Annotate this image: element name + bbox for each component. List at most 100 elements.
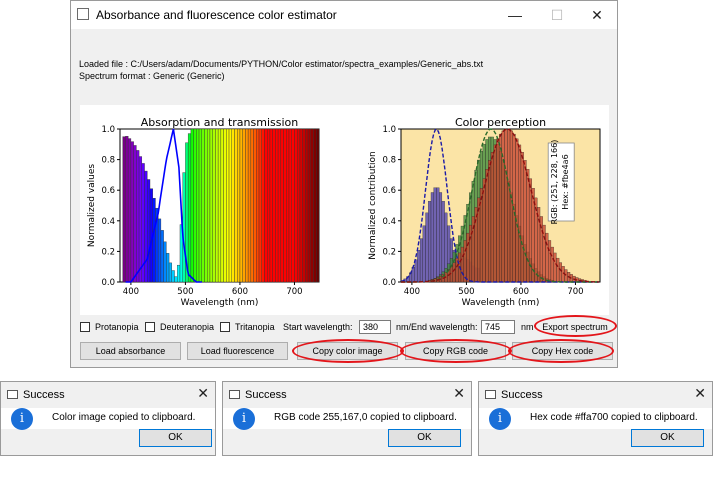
annotation-rgb-text: RGB: (251, 228, 166) [550, 140, 559, 225]
copy-hex-code-button[interactable]: Copy Hex code [512, 342, 613, 360]
copy-rgb-code-button[interactable]: Copy RGB code [405, 342, 506, 360]
figure-canvas: 0.0 0.2 0.4 0.6 0.8 1.0 400 500 600 700 Wavelength… [80, 105, 609, 315]
x-tick-label-0: 600 [232, 287, 248, 297]
y-tick-label-1: 0.4 [382, 217, 396, 227]
transmission-bar [250, 128, 254, 283]
chart-title-0: Absorption and transmission [141, 116, 299, 129]
perception-bar-0 [428, 201, 432, 283]
start-wavelength-label: Start wavelength: [283, 322, 353, 332]
start-wavelength-input[interactable]: 380 [359, 320, 391, 334]
transmission-bar [228, 128, 232, 283]
transmission-bar [125, 136, 129, 283]
perception-bar-0 [433, 187, 437, 283]
dialog-title: Success [23, 389, 65, 401]
perception-bar-2 [550, 246, 554, 283]
transmission-bar [166, 253, 170, 283]
x-tick-label-0: 500 [177, 287, 193, 297]
window-title: Absorbance and fluorescence color estima… [96, 8, 337, 22]
dialog-body: i RGB code 255,167,0 copied to clipboard… [223, 408, 471, 430]
close-button[interactable]: ✕ [591, 7, 603, 23]
spectra-figure: 0.0 0.2 0.4 0.6 0.8 1.0 400 500 600 700 Wavelength… [87, 116, 601, 308]
transmission-bar [127, 138, 132, 283]
copy-color-image-button[interactable]: Copy color image [297, 342, 398, 360]
dialog-ok-button[interactable]: OK [631, 429, 704, 447]
minimize-button[interactable]: — [508, 7, 522, 23]
transmission-bar [171, 270, 175, 283]
transmission-bar [160, 230, 164, 283]
y-tick-label-0: 0.0 [101, 278, 115, 288]
x-tick-label-1: 600 [513, 287, 529, 297]
perception-bar-2 [498, 133, 503, 283]
transmission-bar [201, 128, 205, 283]
perception-bar-2 [518, 144, 522, 283]
transmission-bar [190, 128, 194, 283]
perception-bar-2 [564, 269, 568, 283]
protanopia-label: Protanopia [95, 322, 139, 332]
perception-bar-2 [509, 130, 513, 283]
perception-bar-0 [411, 267, 415, 283]
perception-bar-2 [452, 262, 456, 283]
y-tick-label-1: 1.0 [382, 125, 396, 135]
dialog-ok-button[interactable]: OK [388, 429, 461, 447]
perception-bar-2 [523, 160, 527, 283]
transmission-bar [277, 128, 282, 283]
dialog-app-icon [229, 390, 240, 399]
transmission-bar [302, 128, 306, 283]
perception-bar-2 [515, 138, 519, 283]
maximize-button[interactable]: ☐ [550, 7, 564, 23]
deuteranopia-checkbox[interactable] [145, 322, 155, 332]
transmission-bar [261, 128, 265, 283]
dialog-close-button[interactable]: ✕ [197, 385, 209, 401]
x-tick-label-1: 700 [567, 287, 583, 297]
perception-bar-2 [460, 246, 464, 283]
success-dialog-rgb: Success ✕ i RGB code 255,167,0 copied to… [222, 381, 472, 456]
transmission-bar [247, 128, 252, 283]
perception-curve-2 [401, 128, 599, 283]
transmission-bar [136, 150, 140, 283]
perception-bar-2 [493, 144, 497, 283]
perception-bar-2 [490, 152, 494, 283]
dialog-close-button[interactable]: ✕ [453, 385, 465, 401]
dialog-body: i Color image copied to clipboard. [1, 408, 215, 430]
dialog-ok-button[interactable]: OK [139, 429, 212, 447]
transmission-bar [264, 128, 268, 283]
end-wavelength-label: nm/End wavelength: [396, 322, 478, 332]
x-axis-label-0: Wavelength (nm) [181, 298, 259, 308]
y-tick-label-1: 0.8 [382, 156, 396, 166]
y-tick-label-1: 0.0 [382, 278, 396, 288]
transmission-bar [168, 262, 172, 283]
perception-bar-2 [520, 152, 524, 283]
transmission-bar [283, 128, 287, 283]
success-dialog-image: Success ✕ i Color image copied to clipbo… [0, 381, 216, 456]
spectrum-format-label: Spectrum format : Generic (Generic) [79, 71, 225, 81]
y-tick-label-0: 0.8 [101, 156, 115, 166]
perception-bar-2 [485, 169, 489, 283]
dialog-app-icon [485, 390, 496, 399]
transmission-bar [253, 128, 257, 283]
tritanopia-checkbox[interactable] [220, 322, 230, 332]
transmission-bar [196, 128, 200, 283]
transmission-bar [138, 156, 143, 283]
transmission-bar [234, 128, 238, 283]
perception-bar-2 [548, 240, 552, 283]
transmission-bar [226, 128, 230, 283]
perception-bar-2 [474, 207, 478, 283]
transmission-bar [157, 218, 162, 283]
perception-bar-2 [466, 232, 470, 283]
perception-bar-2 [553, 252, 557, 283]
dialog-title: Success [501, 389, 543, 401]
protanopia-checkbox[interactable] [80, 322, 90, 332]
y-tick-label-0: 0.4 [101, 217, 115, 227]
transmission-bar [217, 128, 222, 283]
info-icon: i [233, 408, 255, 430]
transmission-bar [223, 128, 227, 283]
perception-bar-0 [430, 192, 434, 283]
transmission-bar [291, 128, 295, 283]
title-bar[interactable]: Absorbance and fluorescence color estima… [71, 1, 617, 29]
dialog-close-button[interactable]: ✕ [694, 385, 706, 401]
transmission-bar [187, 133, 192, 283]
end-wavelength-input[interactable]: 745 [481, 320, 515, 334]
load-fluorescence-button[interactable]: Load fluorescence [187, 342, 288, 360]
load-absorbance-button[interactable]: Load absorbance [80, 342, 181, 360]
export-spectrum-button[interactable]: Export spectrum [542, 322, 608, 332]
